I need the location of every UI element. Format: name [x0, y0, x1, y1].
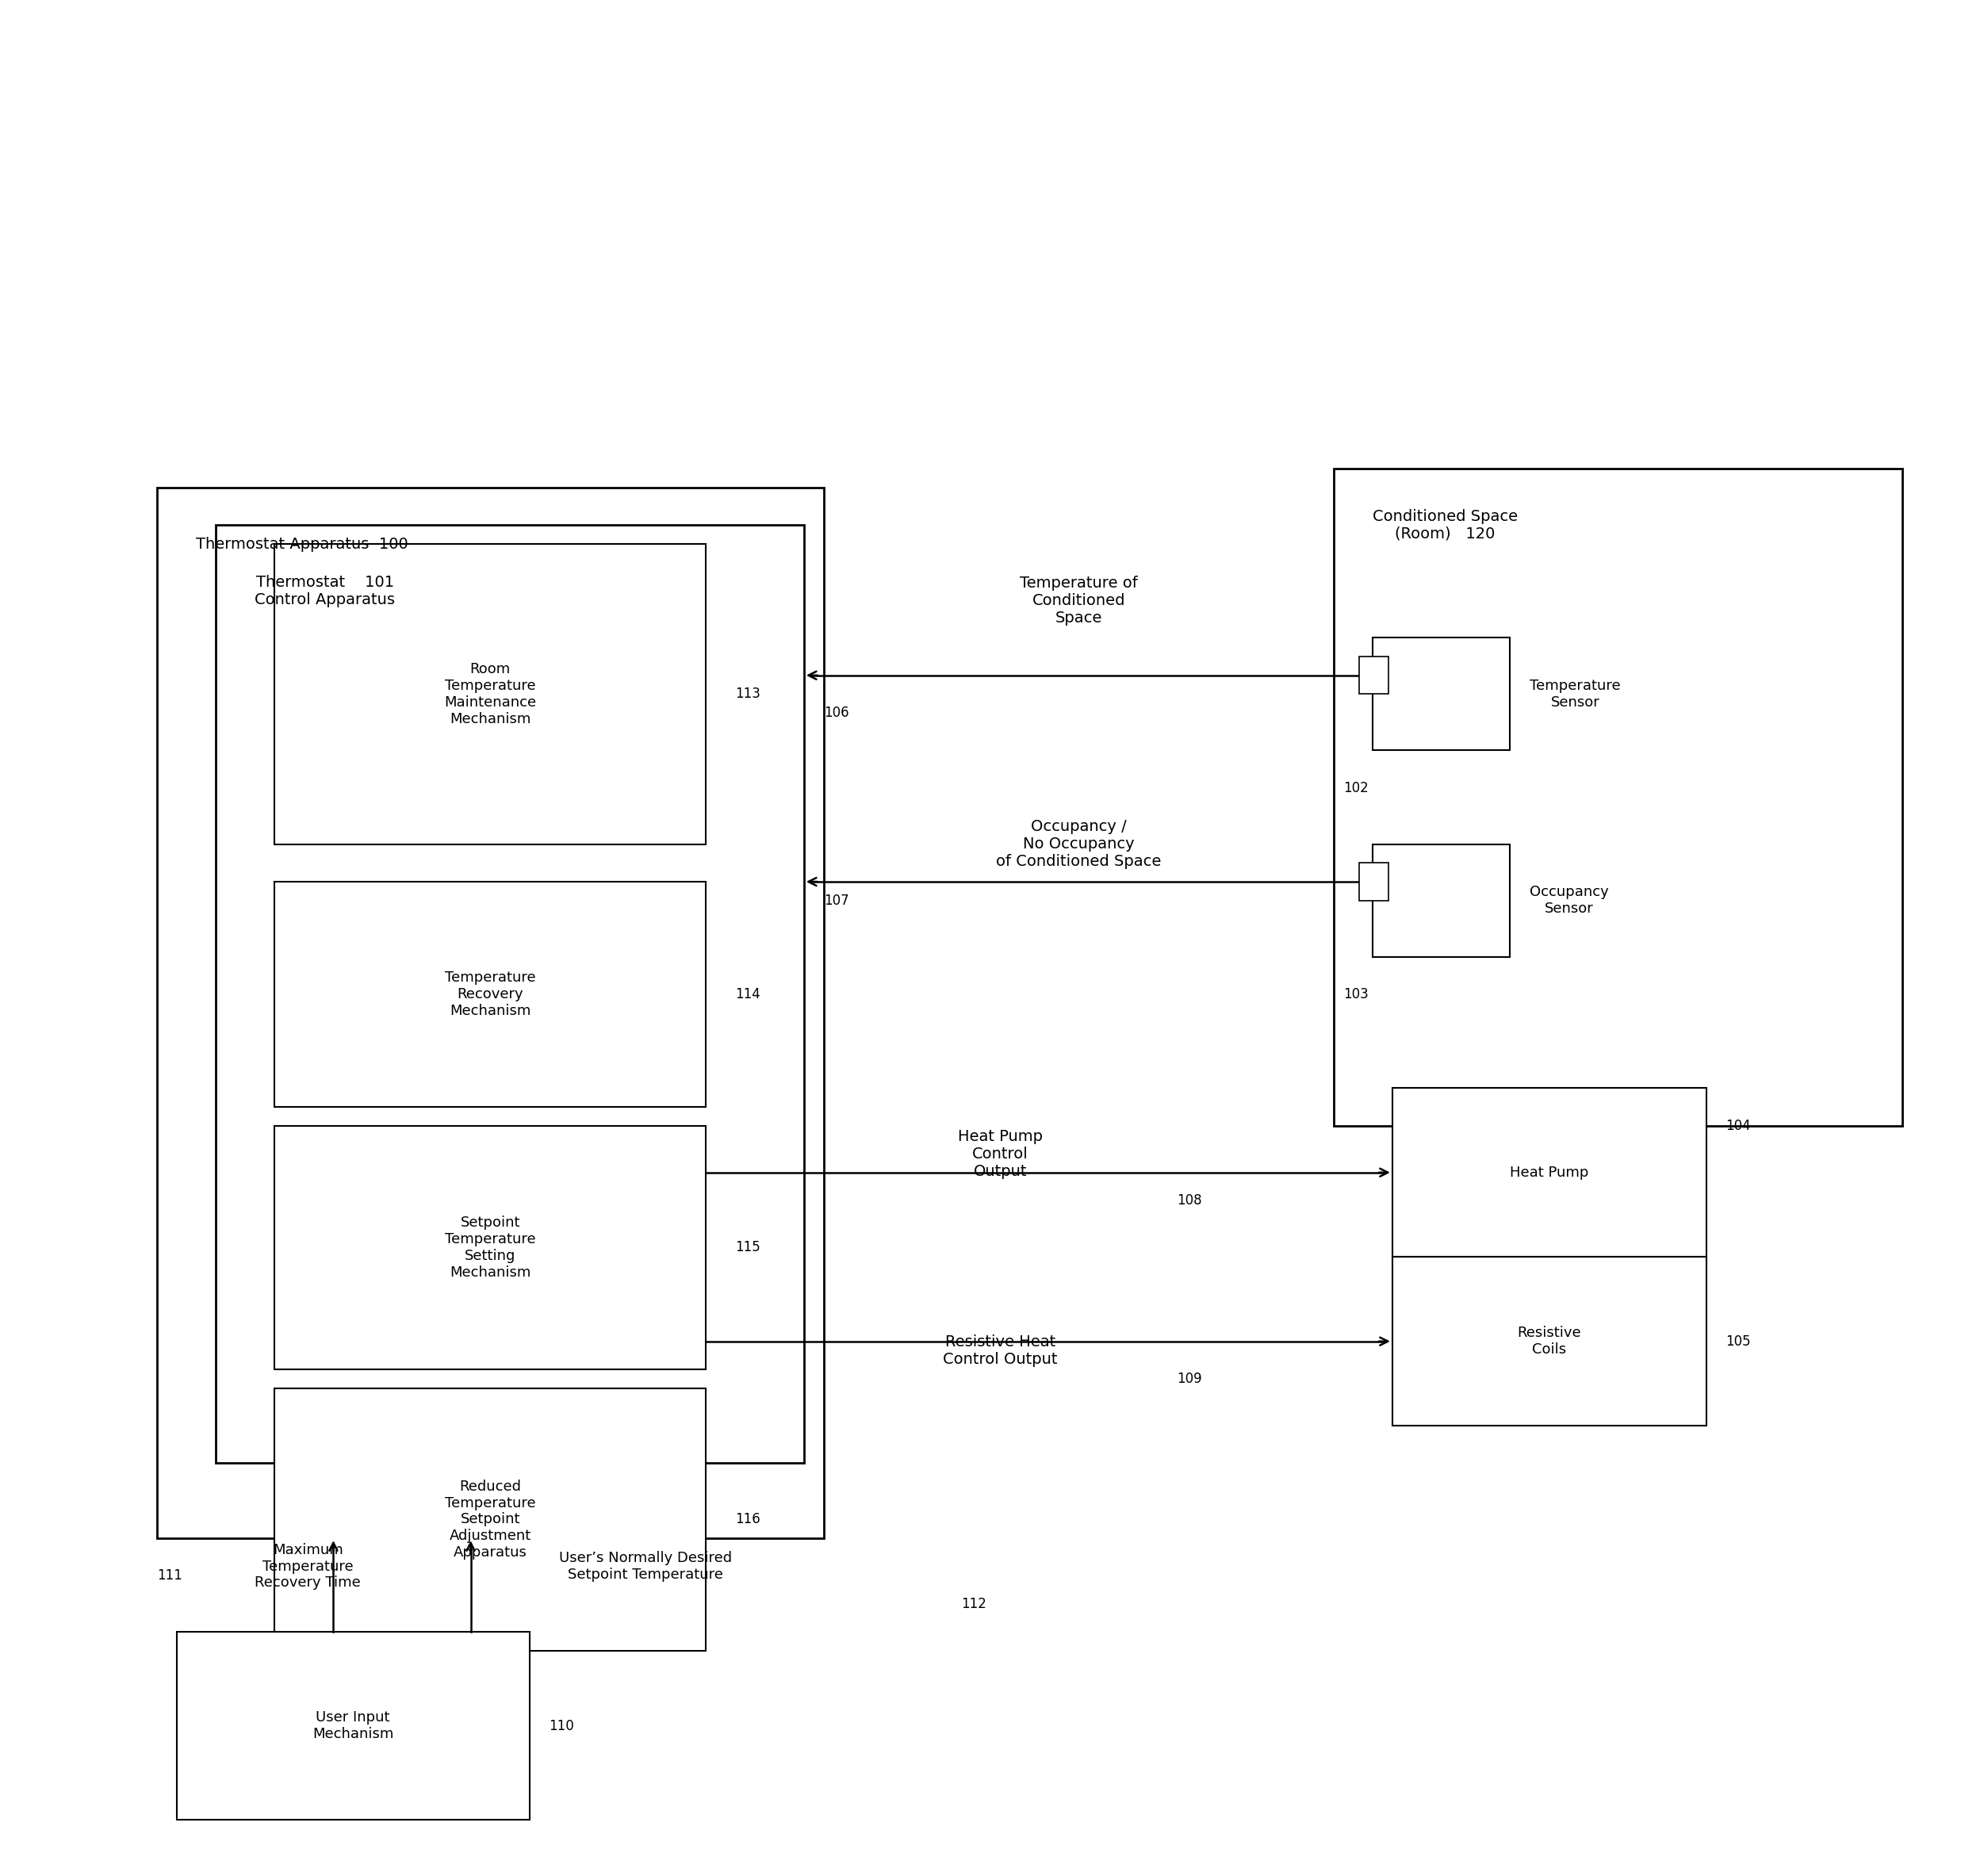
Bar: [275, 1126, 706, 1369]
Bar: [1373, 638, 1510, 750]
Bar: [157, 488, 824, 1538]
Text: 102: 102: [1343, 780, 1369, 795]
Text: Thermostat Apparatus  100: Thermostat Apparatus 100: [196, 537, 408, 552]
Text: 116: 116: [735, 1512, 761, 1527]
Text: 109: 109: [1177, 1371, 1202, 1386]
Text: Temperature
Sensor: Temperature Sensor: [1530, 679, 1620, 709]
Text: 115: 115: [735, 1240, 761, 1255]
Text: Setpoint
Temperature
Setting
Mechanism: Setpoint Temperature Setting Mechanism: [445, 1216, 535, 1279]
Bar: [275, 1388, 706, 1651]
Bar: [176, 1632, 529, 1820]
Text: User Input
Mechanism: User Input Mechanism: [312, 1711, 394, 1741]
Text: 106: 106: [824, 705, 849, 720]
Text: 111: 111: [157, 1568, 182, 1583]
Text: Temperature
Recovery
Mechanism: Temperature Recovery Mechanism: [445, 970, 535, 1019]
Text: 105: 105: [1726, 1334, 1751, 1349]
Text: Occupancy
Sensor: Occupancy Sensor: [1530, 885, 1608, 915]
Bar: [1359, 863, 1388, 900]
Text: Heat Pump
Control
Output: Heat Pump Control Output: [957, 1129, 1043, 1178]
Text: 112: 112: [961, 1596, 986, 1611]
Bar: [1333, 469, 1902, 1126]
Text: Resistive Heat
Control Output: Resistive Heat Control Output: [943, 1334, 1057, 1368]
Text: Temperature of
Conditioned
Space: Temperature of Conditioned Space: [1020, 576, 1137, 625]
Text: 110: 110: [549, 1718, 575, 1733]
Text: 107: 107: [824, 893, 849, 908]
Text: Thermostat    101
Control Apparatus: Thermostat 101 Control Apparatus: [255, 574, 396, 608]
Text: Reduced
Temperature
Setpoint
Adjustment
Apparatus: Reduced Temperature Setpoint Adjustment …: [445, 1480, 535, 1559]
Text: 108: 108: [1177, 1193, 1202, 1208]
Text: Occupancy /
No Occupancy
of Conditioned Space: Occupancy / No Occupancy of Conditioned …: [996, 820, 1161, 869]
Text: 103: 103: [1343, 987, 1369, 1002]
Text: 104: 104: [1726, 1118, 1751, 1133]
Bar: [1392, 1088, 1706, 1257]
Text: Room
Temperature
Maintenance
Mechanism: Room Temperature Maintenance Mechanism: [445, 662, 535, 726]
Bar: [216, 525, 804, 1463]
Text: User’s Normally Desired
Setpoint Temperature: User’s Normally Desired Setpoint Tempera…: [559, 1551, 731, 1581]
Text: 114: 114: [735, 987, 761, 1002]
Text: Maximum
Temperature
Recovery Time: Maximum Temperature Recovery Time: [255, 1542, 361, 1591]
Text: Resistive
Coils: Resistive Coils: [1518, 1326, 1581, 1356]
Text: Heat Pump: Heat Pump: [1510, 1165, 1588, 1180]
Bar: [1373, 844, 1510, 957]
Bar: [1392, 1257, 1706, 1426]
Bar: [1359, 657, 1388, 694]
Bar: [275, 882, 706, 1107]
Text: Conditioned Space
(Room)   120: Conditioned Space (Room) 120: [1373, 508, 1518, 542]
Text: 113: 113: [735, 687, 761, 702]
Bar: [275, 544, 706, 844]
